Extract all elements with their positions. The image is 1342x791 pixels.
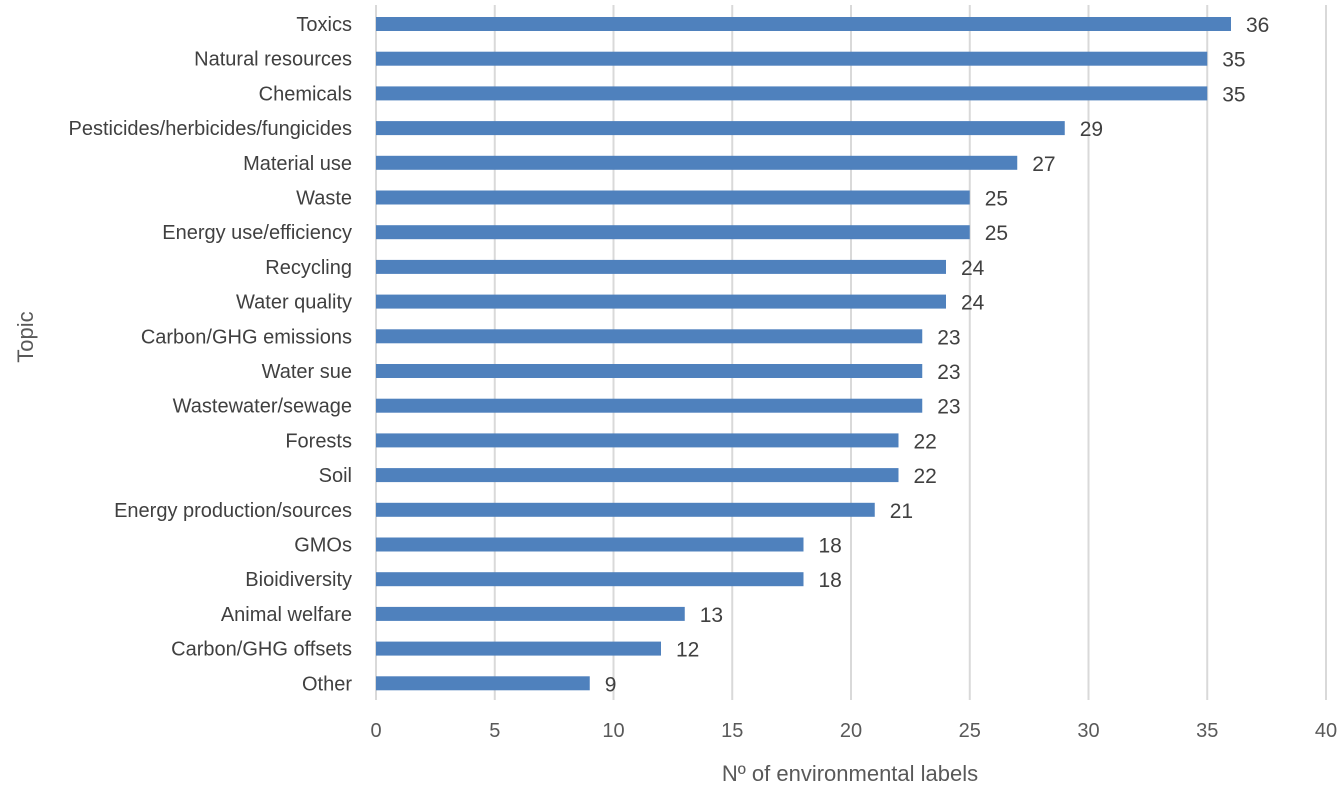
- x-tick-label: 15: [721, 720, 743, 742]
- category-label: Wastewater/sewage: [173, 396, 352, 418]
- category-label: Waste: [296, 188, 352, 210]
- category-label: Water sue: [262, 361, 352, 383]
- data-label: 36: [1246, 14, 1269, 37]
- category-label: Natural resources: [194, 49, 352, 71]
- data-label: 9: [605, 673, 617, 696]
- bar: [376, 676, 590, 691]
- bar: [376, 606, 685, 621]
- bar: [376, 259, 946, 274]
- category-label: Water quality: [236, 292, 352, 314]
- category-label: Bioidiversity: [245, 569, 352, 591]
- bar: [376, 86, 1208, 101]
- bar: [376, 398, 923, 413]
- category-label: Carbon/GHG emissions: [141, 326, 352, 348]
- bars: [376, 17, 1231, 691]
- data-label: 35: [1222, 83, 1245, 106]
- category-label: Carbon/GHG offsets: [171, 639, 352, 661]
- data-label: 24: [961, 292, 985, 315]
- x-tick-label: 0: [370, 720, 381, 742]
- x-tick-label: 25: [959, 720, 981, 742]
- x-tick-label: 35: [1196, 720, 1218, 742]
- bar: [376, 468, 899, 483]
- bar: [376, 190, 970, 205]
- category-label: Other: [302, 673, 352, 695]
- bar: [376, 294, 946, 309]
- data-label: 35: [1222, 49, 1245, 72]
- data-label: 18: [819, 535, 842, 558]
- x-axis-title: Nº of environmental labels: [722, 761, 978, 786]
- category-label: Energy use/efficiency: [162, 222, 352, 244]
- category-label: Material use: [243, 153, 352, 175]
- x-tick-label: 30: [1077, 720, 1099, 742]
- bar: [376, 225, 970, 240]
- category-label: Forests: [285, 430, 352, 452]
- category-label: Energy production/sources: [114, 500, 352, 522]
- data-label: 24: [961, 257, 985, 280]
- data-label: 25: [985, 222, 1008, 245]
- category-label: Animal welfare: [221, 604, 352, 626]
- bar: [376, 155, 1018, 170]
- bar: [376, 502, 875, 517]
- data-label: 23: [937, 396, 960, 419]
- data-label: 29: [1080, 118, 1103, 141]
- data-label: 25: [985, 188, 1008, 211]
- data-label: 27: [1032, 153, 1055, 176]
- category-label: Toxics: [296, 14, 352, 36]
- data-label: 23: [937, 326, 960, 349]
- x-tick-labels: 0 5 10 15 20 25 30 35 40: [370, 720, 1337, 742]
- data-label: 13: [700, 604, 723, 627]
- bar: [376, 364, 923, 378]
- category-label: Chemicals: [259, 83, 352, 105]
- y-axis-title: Topic: [13, 311, 38, 362]
- data-label: 21: [890, 500, 913, 523]
- data-label: 22: [914, 430, 937, 453]
- gridlines: [375, 5, 1327, 700]
- bar: [376, 17, 1231, 31]
- x-tick-label: 10: [602, 720, 624, 742]
- category-labels: Toxics Natural resources Chemicals Pesticid…: [69, 14, 353, 695]
- data-label: 12: [676, 639, 699, 662]
- category-label: GMOs: [294, 535, 352, 557]
- bar: [376, 433, 899, 448]
- data-label: 23: [937, 361, 960, 384]
- bar: [376, 329, 923, 344]
- category-label: Soil: [319, 465, 352, 487]
- bar: [376, 121, 1065, 136]
- x-tick-label: 40: [1315, 720, 1337, 742]
- category-label: Pesticides/herbicides/fungicides: [69, 118, 353, 140]
- bar: [376, 572, 804, 587]
- data-label: 22: [914, 465, 937, 488]
- data-label: 18: [819, 569, 842, 592]
- x-tick-label: 20: [840, 720, 862, 742]
- x-tick-label: 5: [489, 720, 500, 742]
- bar: [376, 641, 661, 656]
- bar: [376, 51, 1208, 66]
- bar: [376, 537, 804, 552]
- category-label: Recycling: [265, 257, 352, 279]
